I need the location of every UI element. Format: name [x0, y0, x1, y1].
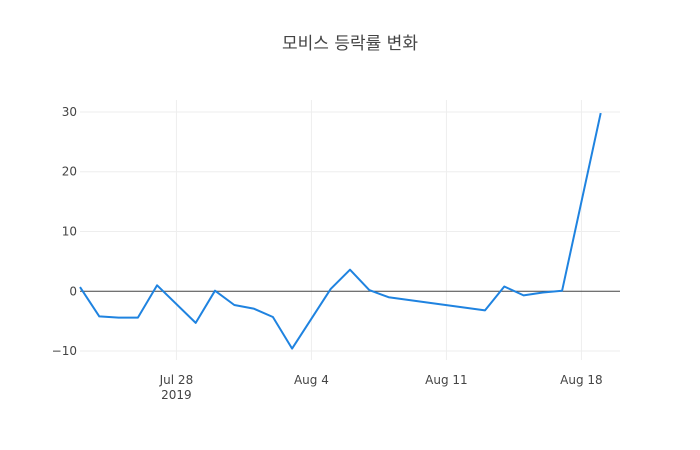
- y-tick-label: 10: [62, 224, 77, 238]
- x-tick-year-label: 2019: [161, 388, 192, 402]
- x-tick-label: Jul 28: [159, 373, 194, 387]
- y-tick-label: −10: [52, 344, 77, 358]
- x-tick-label: Aug 11: [425, 373, 468, 387]
- series-layer: [79, 112, 602, 350]
- chart-title: 모비스 등락률 변화: [282, 34, 418, 54]
- y-tick-label: 0: [69, 284, 77, 298]
- y-tick-label: 20: [62, 165, 77, 179]
- x-tick-label: Aug 4: [294, 373, 329, 387]
- y-tick-label: 30: [62, 105, 77, 119]
- series-line: [79, 112, 602, 350]
- grid-layer: [80, 100, 620, 360]
- y-axis-ticks: −10 0 10 20 30: [52, 105, 77, 358]
- x-tick-label: Aug 18: [560, 373, 603, 387]
